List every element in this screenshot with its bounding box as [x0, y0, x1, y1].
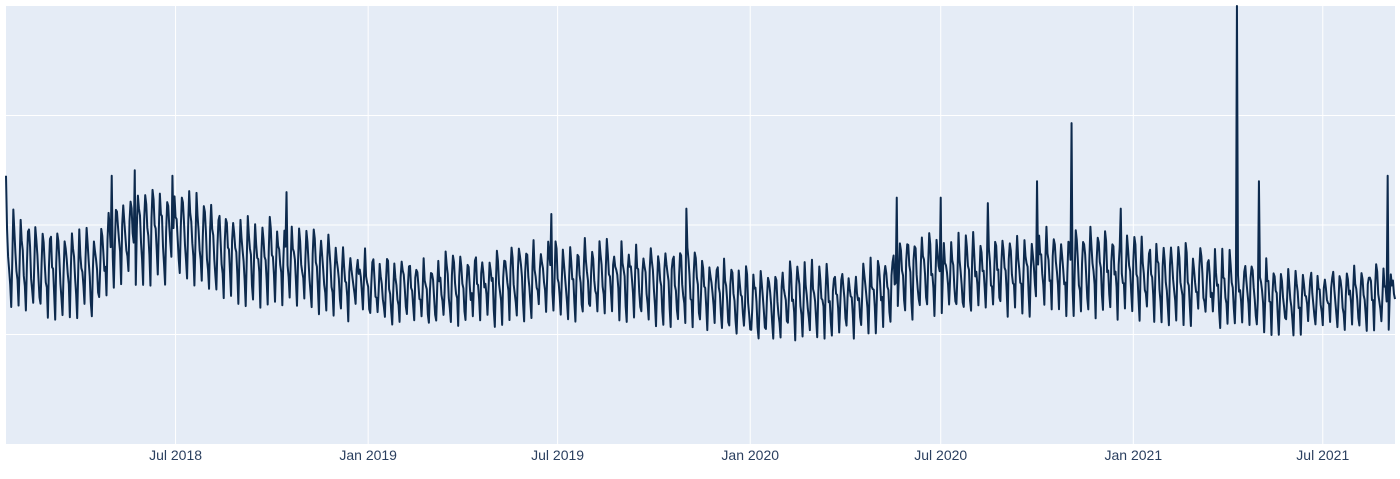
x-tick-label: Jan 2021: [1105, 447, 1163, 463]
series-layer: [5, 5, 1396, 342]
x-tick-label: Jul 2019: [531, 447, 584, 463]
x-axis-tick-labels: Jul 2018 Jan 2019 Jul 2019 Jan 2020 Jul 2020…: [149, 447, 1349, 463]
x-tick-label: Jul 2020: [914, 447, 967, 463]
vertical-gridlines: [175, 6, 1324, 444]
series-line: [5, 5, 1396, 342]
x-tick-label: Jan 2019: [339, 447, 397, 463]
x-tick-label: Jan 2020: [721, 447, 779, 463]
x-tick-label: Jul 2018: [149, 447, 202, 463]
horizontal-gridlines: [6, 115, 1395, 335]
x-tick-label: Jul 2021: [1296, 447, 1349, 463]
